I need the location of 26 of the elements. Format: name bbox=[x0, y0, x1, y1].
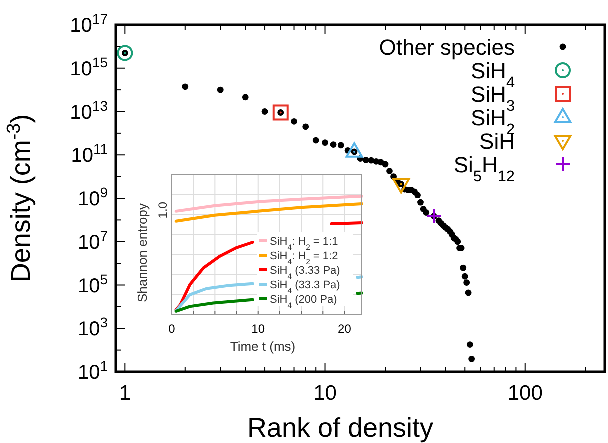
series-label: SiH$_{4}$ (200 Pa) bbox=[270, 294, 338, 310]
y-tick-label: 10$^{13}$ bbox=[70, 98, 108, 124]
y-tick-label: 10$^{17}$ bbox=[70, 11, 108, 37]
y-axis-title: Shannon entropy bbox=[135, 202, 150, 303]
legend-label: SiH$_{4}$: H$_{2}$ = 1:1 bbox=[270, 236, 338, 252]
x-axis-title: Rank of density bbox=[247, 413, 434, 443]
x-tick-label: 10 bbox=[252, 322, 266, 336]
legend-label: SiH$_{4}$: H$_{2}$ = 1:2 bbox=[270, 250, 338, 266]
y-tick-label: 10$^{5}$ bbox=[78, 271, 108, 298]
legend-label: Si$_{5}$H$_{12}$ bbox=[454, 152, 515, 185]
y-tick-label: 10$^{1}$ bbox=[78, 358, 108, 384]
x-tick-label: 10 bbox=[314, 382, 337, 405]
x-axis-title: Time t (ms) bbox=[230, 339, 296, 354]
x-tick-label: 100 bbox=[508, 382, 543, 405]
annotation: 1.0 bbox=[156, 202, 170, 219]
series-label: SiH$_{4}$ (33.3 Pa) bbox=[270, 280, 340, 295]
legend-label: SiH$_{4}$ (3.33 Pa) bbox=[270, 265, 340, 280]
x-tick-label: 1 bbox=[119, 382, 131, 405]
legend-label: Other species bbox=[379, 35, 515, 60]
y-tick-label: 10$^{3}$ bbox=[78, 314, 108, 341]
x-tick-label: 0 bbox=[168, 322, 176, 336]
y-tick-label: 10$^{11}$ bbox=[71, 141, 108, 168]
y-tick-label: 10$^{7}$ bbox=[78, 228, 108, 254]
y-tick-label: 10$^{15}$ bbox=[70, 54, 108, 80]
y-tick-label: 10$^{9}$ bbox=[78, 184, 108, 210]
x-tick-label: 20 bbox=[338, 322, 352, 336]
